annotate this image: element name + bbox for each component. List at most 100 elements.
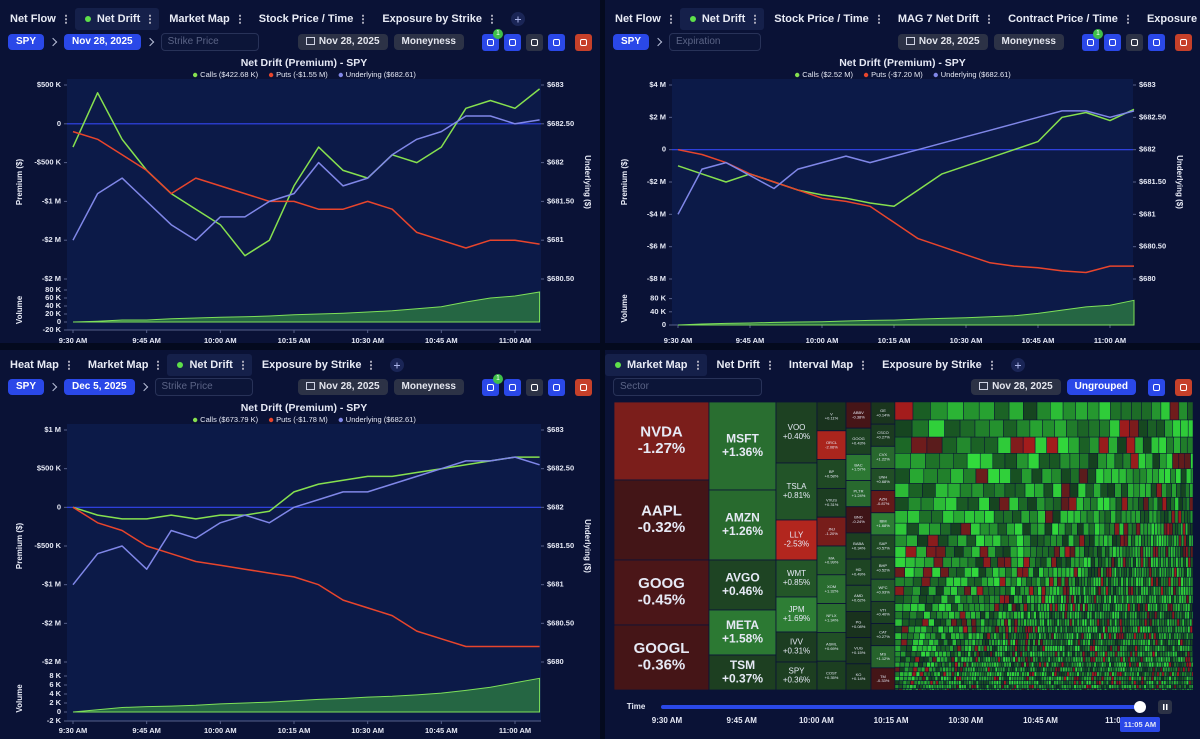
tab[interactable]: Interval Map	[779, 354, 872, 376]
mode[interactable]: Moneyness	[993, 34, 1064, 50]
filter-button[interactable]: 1	[482, 373, 503, 396]
tab[interactable]: MAG 7 Net Drift	[888, 8, 998, 30]
tab[interactable]: Heat Map	[0, 354, 78, 376]
heat-cell	[1164, 510, 1169, 524]
heat-cell	[1026, 671, 1030, 677]
tab-menu[interactable]	[370, 360, 373, 370]
tab[interactable]: Exposure by Strike	[372, 8, 501, 30]
filter-button[interactable]: 1	[482, 28, 503, 51]
heat-cell	[1190, 680, 1194, 685]
chart-button[interactable]	[548, 378, 565, 396]
heat-cell	[954, 594, 962, 604]
heat-cell	[993, 680, 997, 685]
tab-menu[interactable]	[157, 360, 160, 370]
add-tab[interactable]	[390, 358, 405, 372]
ticker[interactable]: SPY	[8, 379, 45, 395]
heat-cell	[1155, 534, 1160, 547]
tab-menu[interactable]	[768, 360, 771, 370]
tab[interactable]: Market Map	[605, 354, 707, 376]
search-button[interactable]	[1148, 378, 1165, 396]
tab-menu[interactable]	[669, 14, 672, 24]
tab-menu[interactable]	[64, 14, 67, 24]
heat-cell	[1124, 688, 1128, 691]
expiration[interactable]: Dec 5, 2025	[64, 379, 135, 395]
tab[interactable]: Exposure by Strike	[872, 354, 1001, 376]
tab[interactable]: Net Drift	[74, 8, 160, 30]
tab-menu[interactable]	[862, 360, 865, 370]
date-picker[interactable]: Nov 28, 2025	[297, 379, 388, 395]
heat-cell	[1127, 645, 1131, 652]
tab-menu[interactable]	[877, 14, 880, 24]
theme-button[interactable]	[526, 33, 543, 51]
strike-input[interactable]: Strike Price	[154, 378, 253, 396]
tab[interactable]: Exposure b	[1137, 8, 1200, 30]
chart-button[interactable]	[1148, 33, 1165, 51]
tab[interactable]: Market Map	[78, 354, 168, 376]
heat-cell	[964, 651, 968, 658]
tab[interactable]: Net Drift	[707, 354, 779, 376]
tab-label: Stock Price / Time	[774, 13, 869, 25]
reset-button[interactable]	[575, 33, 592, 51]
tab-menu[interactable]	[238, 14, 241, 24]
tab-menu[interactable]	[241, 360, 244, 370]
heat-cell	[919, 671, 924, 677]
mode[interactable]: Moneyness	[393, 34, 464, 50]
heat-cell	[1113, 680, 1117, 685]
heat-cell	[1008, 671, 1012, 677]
alert-button[interactable]	[504, 33, 521, 51]
date-picker[interactable]: Nov 28, 2025	[897, 34, 988, 50]
alert-button[interactable]	[1104, 33, 1121, 51]
tab-menu[interactable]	[1126, 14, 1129, 24]
tab-menu[interactable]	[362, 14, 365, 24]
tab-menu[interactable]	[149, 14, 152, 24]
heat-cell	[966, 671, 970, 677]
chart-button[interactable]	[548, 33, 565, 51]
heat-cell	[1134, 625, 1138, 634]
filter-button[interactable]: 1	[1082, 28, 1103, 51]
add-tab[interactable]	[1010, 358, 1025, 372]
timeline-thumb[interactable]	[1134, 701, 1146, 713]
reset-button[interactable]	[1175, 378, 1192, 396]
mode[interactable]: Moneyness	[393, 379, 464, 395]
reset-button[interactable]	[575, 378, 592, 396]
heat-cell	[906, 645, 913, 652]
alert-button[interactable]	[504, 378, 521, 396]
expiration-input[interactable]: Expiration	[669, 33, 762, 51]
tab[interactable]: Net Flow	[0, 8, 75, 30]
tab[interactable]: Exposure by Strike	[252, 354, 381, 376]
reset-button[interactable]	[1175, 33, 1192, 51]
tab-menu[interactable]	[696, 360, 699, 370]
date-picker[interactable]: Nov 28, 2025	[971, 379, 1061, 395]
heat-cell	[1006, 661, 1010, 668]
heat-cell	[1150, 656, 1154, 663]
ticker[interactable]: SPY	[8, 34, 45, 50]
tab[interactable]: Net Drift	[679, 8, 765, 30]
tab[interactable]: Stock Price / Time	[764, 8, 888, 30]
expiration[interactable]: Nov 28, 2025	[64, 34, 141, 50]
tab[interactable]: Net Flow	[605, 8, 680, 30]
grouping[interactable]: Ungrouped	[1066, 379, 1136, 395]
heat-cell	[1116, 611, 1120, 620]
ticker[interactable]: SPY	[613, 34, 650, 50]
date-picker[interactable]: Nov 28, 2025	[297, 34, 388, 50]
tab[interactable]: Net Drift	[167, 354, 252, 376]
tab-menu[interactable]	[754, 14, 757, 24]
heat-cell	[1183, 684, 1187, 689]
sector-input[interactable]: Sector	[613, 378, 762, 396]
heat-cell	[959, 688, 963, 691]
tab[interactable]: Contract Price / Time	[998, 8, 1137, 30]
theme-button[interactable]	[526, 378, 543, 396]
add-tab[interactable]	[511, 12, 525, 26]
tab[interactable]: Market Map	[159, 8, 249, 30]
strike-input[interactable]: Strike Price	[160, 33, 259, 51]
pause-button[interactable]	[1158, 700, 1172, 714]
theme-button[interactable]	[1126, 33, 1143, 51]
tab-menu[interactable]	[491, 14, 493, 24]
heat-cell	[997, 436, 1012, 454]
tab-menu[interactable]	[990, 360, 993, 370]
heat-cell	[938, 651, 943, 658]
tab-menu[interactable]	[67, 360, 70, 370]
tab[interactable]: Stock Price / Time	[249, 8, 373, 30]
heat-cell	[1080, 586, 1084, 596]
tab-menu[interactable]	[988, 14, 991, 24]
